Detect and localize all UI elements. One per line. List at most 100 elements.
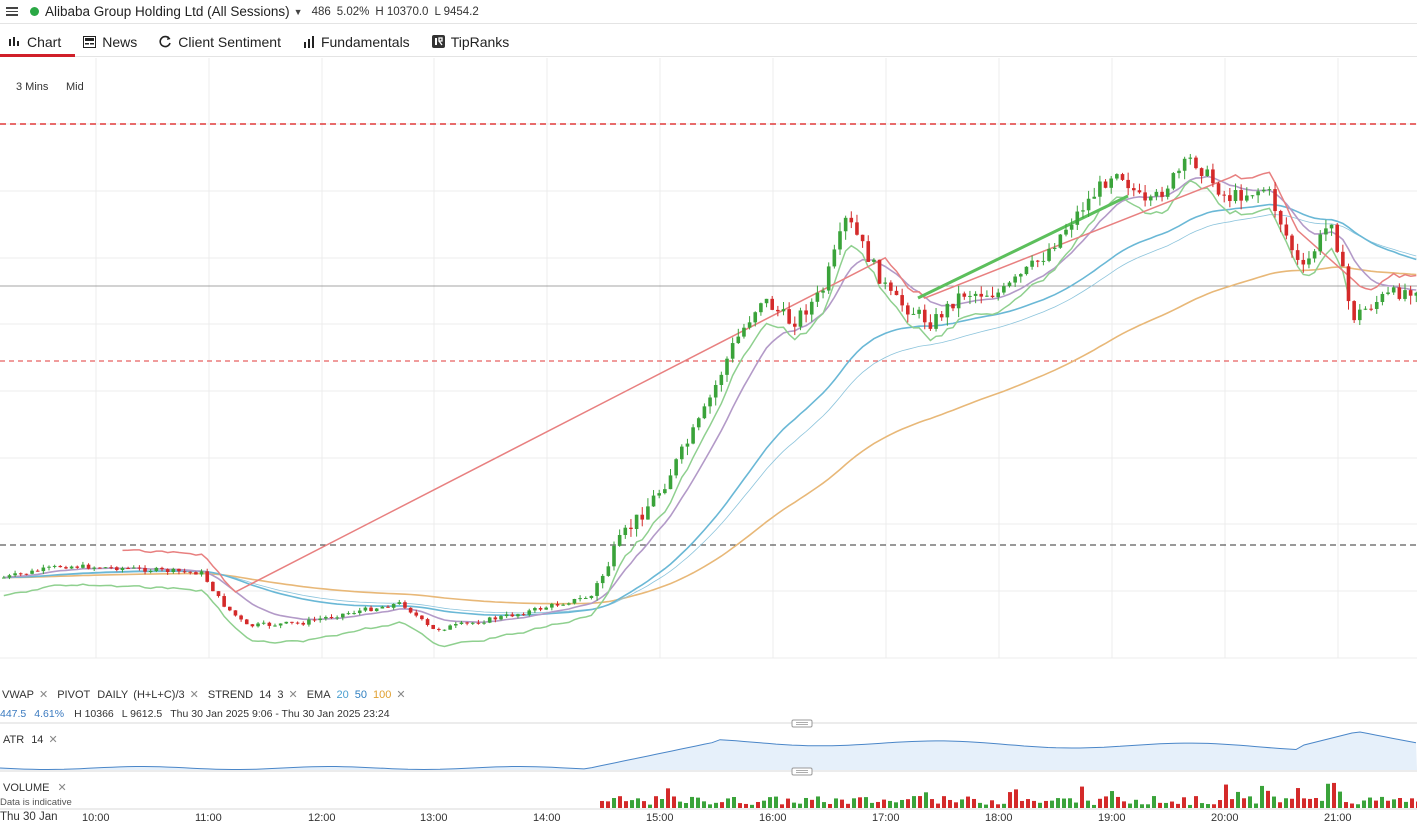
candle-body (990, 295, 995, 298)
atr-period: 14 (31, 733, 44, 746)
volume-bar (1146, 804, 1150, 808)
tab-chart[interactable]: Chart (0, 27, 76, 57)
supertrend-resistance-line (122, 171, 1417, 593)
tab-client-sentiment[interactable]: Client Sentiment (151, 27, 295, 56)
atr-label[interactable]: ATR (3, 733, 25, 746)
candle-body (425, 619, 430, 625)
candle-body (403, 602, 407, 608)
tab-fundamentals[interactable]: Fundamentals (295, 27, 424, 56)
volume-bar (1272, 796, 1276, 808)
candle-body (1035, 260, 1040, 262)
candle-body (544, 607, 548, 610)
volume-bar (810, 799, 814, 808)
candle-body (555, 603, 560, 606)
volume-bar (918, 796, 922, 808)
tab-tipranks[interactable]: TipRanks (424, 27, 524, 56)
indicator-lines (3, 171, 1417, 648)
candle-body (860, 234, 865, 242)
volume-bar (1020, 800, 1024, 808)
instrument-name[interactable]: Alibaba Group Holding Ltd (All Sessions) (45, 4, 290, 19)
close-icon[interactable]: ✕ (48, 734, 58, 746)
volume-bars (600, 782, 1417, 808)
volume-bar (996, 804, 1000, 808)
candle-body (583, 598, 588, 600)
pivot-label[interactable]: PIVOT (57, 688, 91, 701)
candle-body (787, 309, 791, 324)
price-chart[interactable] (0, 58, 1417, 810)
interval-selector[interactable]: 3 Mins (16, 81, 49, 93)
volume-bar (612, 798, 616, 808)
volume-bar (1218, 800, 1222, 808)
candle-body (1041, 260, 1046, 262)
chevron-down-icon[interactable]: ▼ (293, 6, 303, 17)
vwap-label[interactable]: VWAP (2, 688, 34, 701)
volume-bar (936, 803, 940, 808)
candle-body (1154, 191, 1159, 197)
candle-body (1386, 292, 1390, 294)
volume-bar (1410, 798, 1414, 808)
close-icon[interactable]: ✕ (189, 689, 199, 701)
ema-label[interactable]: EMA (306, 688, 331, 701)
candle-body (1295, 250, 1300, 260)
volume-bar (1374, 800, 1378, 808)
pivot-formula: (H+L+C)/3 (133, 688, 185, 701)
candle-body (1228, 195, 1232, 202)
candle-body (1120, 174, 1125, 180)
candle-body (578, 598, 582, 600)
candle-body (58, 565, 63, 568)
close-icon[interactable]: ✕ (288, 689, 298, 701)
candle-body (261, 622, 266, 624)
candle-body (719, 374, 724, 385)
close-icon[interactable]: ✕ (57, 782, 67, 794)
volume-bar (666, 788, 670, 808)
volume-bar (780, 804, 784, 808)
candle-body (804, 310, 808, 315)
volume-bar (984, 804, 988, 808)
candle-body (894, 290, 899, 296)
candle-body (154, 567, 159, 571)
tab-news[interactable]: News (75, 27, 151, 56)
volume-bar (660, 799, 664, 808)
volume-bar (972, 798, 976, 808)
close-icon[interactable]: ✕ (39, 689, 49, 701)
candle-body (211, 581, 215, 592)
candle-body (414, 612, 419, 616)
volume-bar (894, 802, 898, 808)
candle-body (1374, 301, 1379, 309)
volume-bar (1380, 796, 1384, 808)
ema-50-line (3, 203, 1417, 617)
candle-body (1002, 286, 1006, 293)
candle-body (1380, 293, 1385, 302)
strend-label[interactable]: STREND (207, 688, 254, 701)
volume-label[interactable]: VOLUME (3, 781, 50, 794)
vwap-line (3, 214, 1417, 614)
atr-line (0, 731, 1417, 771)
candle-body (52, 565, 57, 567)
vwap-value: 447.5 (0, 708, 27, 720)
candle-body (798, 310, 803, 327)
candle-body (1148, 196, 1153, 201)
candle-body (397, 602, 402, 604)
volume-bar (696, 797, 700, 808)
candle-body (47, 566, 51, 568)
candle-body (951, 303, 955, 309)
candle-body (928, 322, 933, 329)
hamburger-menu-icon[interactable] (6, 7, 18, 16)
candle-body (646, 506, 650, 520)
tab-fundamentals-label: Fundamentals (320, 33, 410, 50)
price-type-selector[interactable]: Mid (66, 81, 84, 93)
bar-chart-icon (8, 36, 21, 48)
close-icon[interactable]: ✕ (396, 689, 406, 701)
candle-body (1030, 260, 1034, 267)
volume-bar (1182, 797, 1186, 808)
candle-body (629, 527, 633, 530)
change-percent: 5.02% (336, 5, 370, 18)
volume-bar (1170, 801, 1174, 808)
pivot-levels (0, 123, 1417, 546)
volume-bar (1164, 802, 1168, 808)
ema-param-2: 50 (354, 688, 368, 701)
candle-body (199, 571, 204, 575)
volume-bar (750, 804, 754, 808)
candle-body (516, 614, 520, 617)
candle-body (589, 595, 594, 599)
